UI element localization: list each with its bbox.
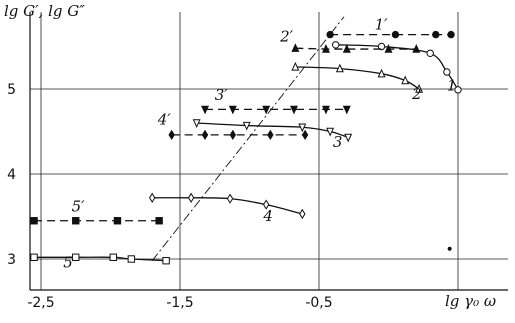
series-4′ — [168, 129, 309, 141]
data-point — [229, 129, 237, 141]
data-point — [201, 105, 209, 115]
data-point — [412, 44, 421, 53]
data-point — [168, 129, 175, 141]
series-2 — [291, 61, 424, 93]
data-point — [149, 192, 156, 203]
data-point — [321, 105, 330, 115]
reference-dash-dot-line — [151, 16, 345, 261]
data-point — [242, 121, 251, 131]
data-point — [155, 217, 163, 225]
data-point — [226, 193, 234, 204]
y-tick-label: 4 — [7, 167, 16, 183]
data-point — [432, 30, 440, 39]
data-point — [321, 44, 330, 53]
x-axis-label: lg γ₀ ω — [445, 292, 496, 310]
series-line — [152, 197, 303, 215]
data-point — [291, 61, 300, 71]
y-tick-label: 5 — [7, 82, 16, 98]
data-point — [299, 208, 306, 220]
data-point — [127, 255, 136, 263]
series-line — [335, 44, 459, 91]
curve-label: 2 — [411, 85, 422, 103]
x-tick-label: -2,5 — [27, 295, 54, 311]
series-2′ — [291, 43, 421, 53]
data-point — [377, 68, 386, 78]
y-axis-label: lg G′, lg G″ — [4, 2, 85, 20]
data-point — [298, 123, 307, 133]
curve-label: 1′ — [375, 16, 389, 34]
data-point — [447, 30, 455, 39]
data-point — [201, 129, 209, 141]
data-point — [267, 129, 274, 141]
curve-labels: 1′ 1 2′ 2 3′ 3 4′ 4 5′ 5 — [63, 16, 456, 272]
series-line — [295, 66, 420, 90]
data-point — [262, 199, 270, 210]
curve-label: 5 — [63, 254, 73, 272]
data-point — [192, 119, 201, 129]
data-point — [335, 63, 344, 73]
data-point — [30, 253, 38, 262]
data-point — [72, 217, 80, 225]
data-point — [113, 217, 122, 225]
data-point — [426, 49, 434, 57]
data-point — [187, 192, 195, 203]
axes — [29, 12, 508, 291]
tick-labels: -2,5 -1,5 -0,5 3 4 5 — [7, 82, 333, 311]
series-5 — [30, 253, 170, 265]
data-point — [401, 75, 410, 85]
data-point — [384, 44, 393, 53]
series-1′ — [326, 30, 455, 39]
data-point — [326, 30, 334, 39]
curve-label: 4′ — [157, 111, 172, 129]
data-point — [30, 217, 38, 225]
data-point — [72, 253, 80, 262]
series-3′ — [201, 105, 351, 115]
series-group — [30, 30, 462, 265]
series-3 — [192, 119, 353, 143]
data-point — [290, 105, 298, 115]
series-1 — [331, 41, 462, 94]
data-point — [344, 133, 353, 143]
x-tick-label: -1,5 — [166, 295, 193, 311]
x-tick-label: -0,5 — [305, 295, 332, 311]
series-5′ — [30, 217, 163, 225]
data-point — [443, 68, 451, 76]
data-point — [162, 257, 170, 265]
y-tick-label: 3 — [7, 252, 16, 268]
curve-label: 2′ — [279, 27, 294, 45]
data-point — [331, 41, 340, 49]
data-point — [326, 127, 335, 137]
data-point — [228, 105, 237, 115]
data-point — [454, 86, 462, 94]
series-4 — [149, 192, 306, 220]
isolated-point — [447, 246, 452, 251]
series-line — [295, 47, 417, 50]
data-point — [342, 105, 351, 115]
reference-line — [151, 16, 345, 261]
curve-label: 1 — [447, 77, 457, 95]
curve-label: 3 — [333, 133, 343, 151]
data-point — [342, 44, 351, 53]
grid-lines — [30, 12, 508, 290]
data-point — [377, 42, 386, 51]
curve-label: 4 — [262, 207, 273, 225]
curve-label: 5′ — [72, 197, 86, 215]
data-point — [291, 43, 300, 52]
data-point — [415, 83, 424, 93]
curve-label: 3′ — [215, 86, 229, 104]
data-point — [262, 105, 271, 115]
data-point — [391, 30, 400, 39]
data-point — [301, 129, 309, 141]
data-point — [109, 253, 117, 262]
